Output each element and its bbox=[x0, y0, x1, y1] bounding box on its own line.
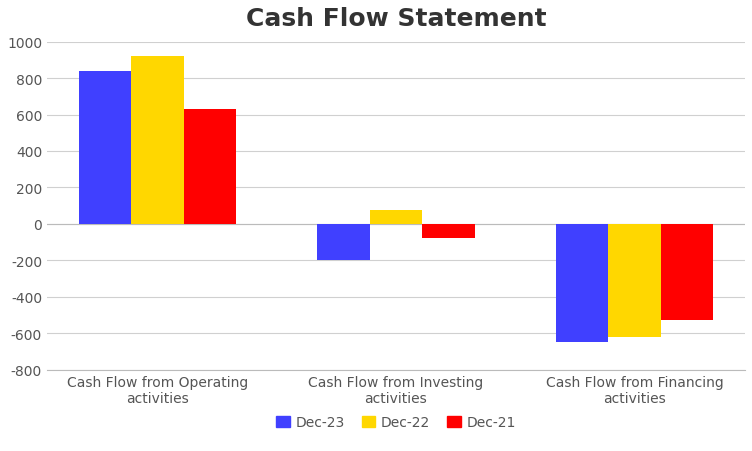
Title: Cash Flow Statement: Cash Flow Statement bbox=[246, 7, 546, 31]
Bar bbox=[422, 224, 475, 239]
Bar bbox=[79, 72, 131, 224]
Bar bbox=[370, 211, 422, 224]
Bar bbox=[131, 57, 183, 224]
Bar bbox=[608, 224, 661, 337]
Legend: Dec-23, Dec-22, Dec-21: Dec-23, Dec-22, Dec-21 bbox=[271, 410, 521, 435]
Bar bbox=[661, 224, 714, 321]
Bar bbox=[317, 224, 370, 261]
Bar bbox=[556, 224, 608, 343]
Bar bbox=[183, 110, 236, 224]
